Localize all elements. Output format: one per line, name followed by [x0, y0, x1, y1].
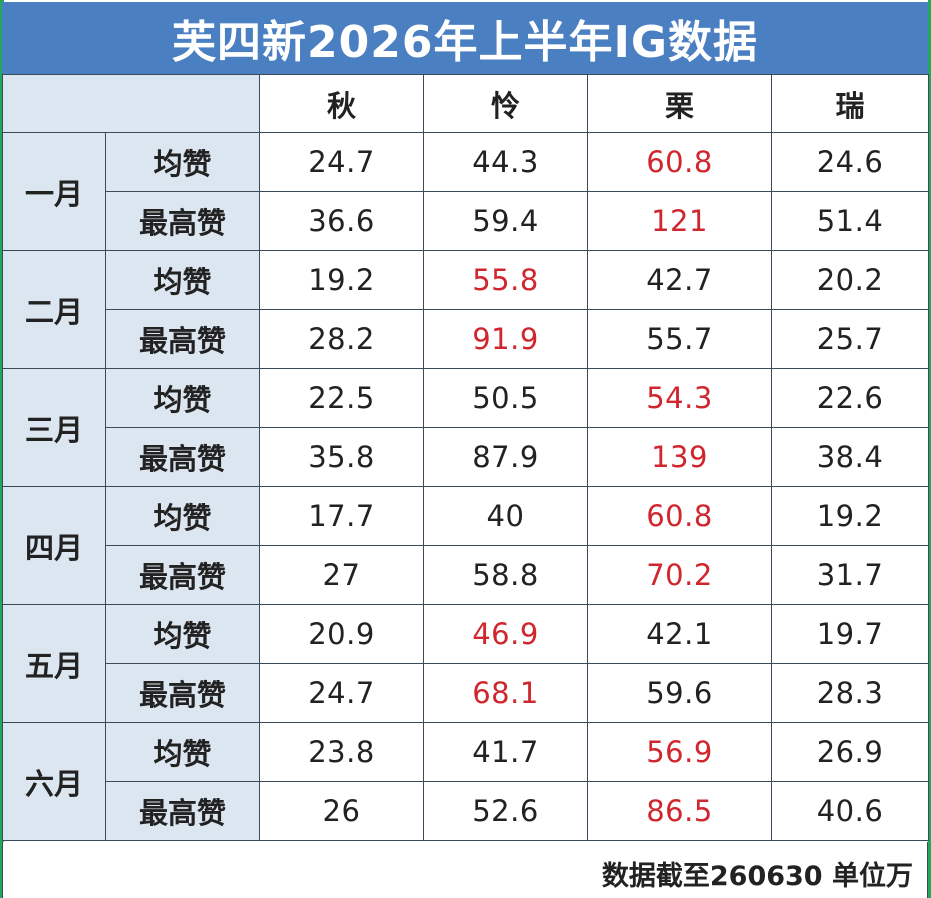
metric-label-max: 最高赞: [105, 191, 260, 251]
column-header: 怜: [423, 74, 588, 133]
month-label: 六月: [2, 722, 106, 841]
value-cell: 86.5: [587, 781, 772, 841]
value-cell: 68.1: [423, 663, 588, 723]
value-cell: 42.7: [587, 250, 772, 310]
value-cell: 19.2: [259, 250, 424, 310]
column-header: 瑞: [771, 74, 929, 133]
column-header: 秋: [259, 74, 424, 133]
header-row: 秋 怜 栗 瑞: [2, 74, 929, 133]
table-title: 芙四新2026年上半年IG数据: [2, 2, 928, 74]
month-label: 五月: [2, 604, 106, 723]
value-cell: 27: [259, 545, 424, 605]
value-cell: 46.9: [423, 604, 588, 664]
right-border-accent: [928, 0, 931, 898]
value-cell: 17.7: [259, 486, 424, 546]
ig-stats-table: 秋 怜 栗 瑞 一月 均赞 24.7 44.3 60.8 24.6 最高赞 36.6 59.4 1…: [2, 74, 929, 841]
footer-note: 数据截至260630 单位万: [601, 861, 913, 892]
value-cell: 56.9: [587, 722, 772, 782]
value-cell: 59.6: [587, 663, 772, 723]
value-cell: 54.3: [587, 368, 772, 428]
value-cell: 38.4: [771, 427, 929, 487]
corner-cell: [2, 74, 260, 133]
table-row: 最高赞 35.8 87.9 139 38.4: [3, 427, 929, 487]
value-cell: 26.9: [771, 722, 929, 782]
month-label: 一月: [2, 132, 106, 251]
value-cell: 40.6: [771, 781, 929, 841]
metric-label-max: 最高赞: [105, 545, 260, 605]
table-row: 四月 均赞 17.7 40 60.8 19.2: [2, 486, 929, 605]
table-row: 五月 均赞 20.9 46.9 42.1 19.7: [2, 604, 929, 723]
value-cell: 55.8: [423, 250, 588, 310]
value-cell: 19.7: [771, 604, 929, 664]
value-cell: 28.2: [259, 309, 424, 369]
value-cell: 87.9: [423, 427, 588, 487]
value-cell: 20.2: [771, 250, 929, 310]
value-cell: 20.9: [259, 604, 424, 664]
table-row: 最高赞 24.7 68.1 59.6 28.3: [3, 663, 929, 723]
value-cell: 26: [259, 781, 424, 841]
table-row: 最高赞 36.6 59.4 121 51.4: [3, 191, 929, 251]
metric-label-avg: 均赞: [105, 368, 260, 428]
value-cell: 22.6: [771, 368, 929, 428]
metric-label-max: 最高赞: [105, 781, 260, 841]
metric-label-avg: 均赞: [105, 250, 260, 310]
value-cell: 55.7: [587, 309, 772, 369]
table-row: 最高赞 27 58.8 70.2 31.7: [3, 545, 929, 605]
value-cell: 58.8: [423, 545, 588, 605]
column-header: 栗: [587, 74, 772, 133]
value-cell: 139: [587, 427, 772, 487]
month-label: 四月: [2, 486, 106, 605]
value-cell: 36.6: [259, 191, 424, 251]
table-row: 最高赞 28.2 91.9 55.7 25.7: [3, 309, 929, 369]
value-cell: 60.8: [587, 486, 772, 546]
value-cell: 44.3: [423, 132, 588, 192]
value-cell: 22.5: [259, 368, 424, 428]
table-row: 最高赞 26 52.6 86.5 40.6: [3, 781, 929, 841]
value-cell: 25.7: [771, 309, 929, 369]
table-row: 一月 均赞 24.7 44.3 60.8 24.6: [2, 132, 929, 251]
value-cell: 121: [587, 191, 772, 251]
table-footer: 数据截至260630 单位万: [2, 842, 928, 898]
table-row: 二月 均赞 19.2 55.8 42.7 20.2: [2, 250, 929, 369]
value-cell: 50.5: [423, 368, 588, 428]
metric-label-avg: 均赞: [105, 132, 260, 192]
value-cell: 19.2: [771, 486, 929, 546]
month-label: 二月: [2, 250, 106, 369]
value-cell: 28.3: [771, 663, 929, 723]
metric-label-max: 最高赞: [105, 309, 260, 369]
value-cell: 23.8: [259, 722, 424, 782]
metric-label-avg: 均赞: [105, 486, 260, 546]
metric-label-avg: 均赞: [105, 722, 260, 782]
table-row: 六月 均赞 23.8 41.7 56.9 26.9: [2, 722, 929, 841]
metric-label-max: 最高赞: [105, 663, 260, 723]
metric-label-max: 最高赞: [105, 427, 260, 487]
value-cell: 31.7: [771, 545, 929, 605]
value-cell: 51.4: [771, 191, 929, 251]
value-cell: 24.7: [259, 663, 424, 723]
value-cell: 40: [423, 486, 588, 546]
value-cell: 41.7: [423, 722, 588, 782]
value-cell: 35.8: [259, 427, 424, 487]
value-cell: 42.1: [587, 604, 772, 664]
month-label: 三月: [2, 368, 106, 487]
value-cell: 52.6: [423, 781, 588, 841]
value-cell: 91.9: [423, 309, 588, 369]
value-cell: 24.6: [771, 132, 929, 192]
table-row: 三月 均赞 22.5 50.5 54.3 22.6: [2, 368, 929, 487]
value-cell: 59.4: [423, 191, 588, 251]
value-cell: 70.2: [587, 545, 772, 605]
metric-label-avg: 均赞: [105, 604, 260, 664]
value-cell: 24.7: [259, 132, 424, 192]
value-cell: 60.8: [587, 132, 772, 192]
